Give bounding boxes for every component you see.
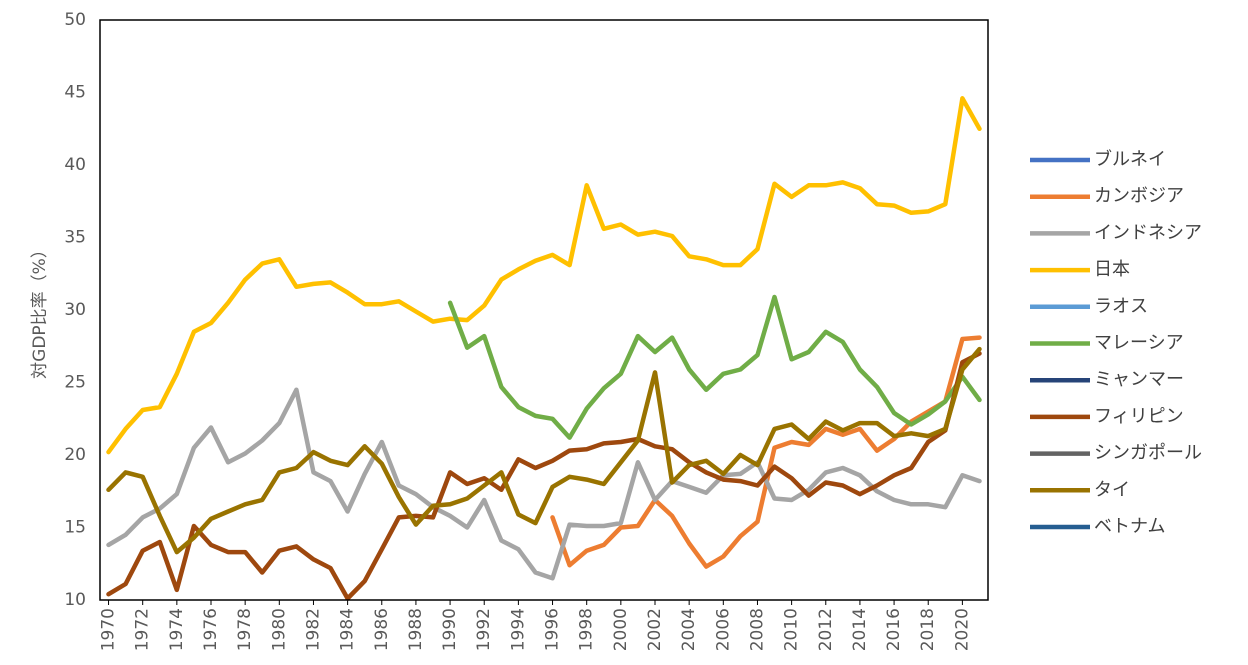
x-tick-label: 1998: [577, 608, 597, 651]
x-tick-label: 1986: [372, 608, 392, 651]
x-tick-label: 1974: [167, 608, 187, 651]
line-series: [106, 387, 982, 581]
x-tick-label: 2012: [816, 608, 836, 651]
x-tick-label: 1976: [201, 608, 221, 651]
y-tick-label: 40: [64, 155, 86, 175]
x-tick-label: 2016: [884, 608, 904, 651]
line-series: [447, 294, 982, 440]
y-axis-label: 対GDP比率（%）: [30, 241, 50, 379]
x-tick-label: 2004: [679, 608, 699, 651]
legend-label: インドネシア: [1094, 222, 1202, 243]
legend-label: カンボジア: [1094, 186, 1184, 207]
x-tick-label: 1982: [303, 608, 323, 651]
legend-label: マレーシア: [1094, 333, 1184, 354]
legend-label: フィリピン: [1094, 406, 1184, 427]
legend-label: ミャンマー: [1094, 369, 1184, 390]
y-tick-label: 50: [64, 10, 86, 30]
x-tick-label: 2000: [611, 608, 631, 651]
x-tick-label: 2014: [850, 608, 870, 651]
x-tick-label: 2010: [782, 608, 802, 651]
y-tick-label: 30: [64, 300, 86, 320]
x-tick-label: 1980: [269, 608, 289, 651]
x-tick-label: 2018: [918, 608, 938, 651]
legend-label: ラオス: [1094, 296, 1148, 317]
x-tick-label: 1996: [543, 608, 563, 651]
x-tick-label: 2006: [713, 608, 733, 651]
y-tick-label: 10: [64, 590, 86, 610]
y-tick-label: 25: [64, 373, 86, 393]
y-tick-label: 35: [64, 228, 86, 248]
line-series: [106, 346, 982, 555]
y-tick-label: 20: [64, 445, 86, 465]
legend-label: 日本: [1094, 259, 1130, 280]
x-tick-label: 2008: [747, 608, 767, 651]
x-tick-label: 1972: [133, 608, 153, 651]
legend-label: タイ: [1094, 479, 1130, 500]
y-tick-label: 45: [64, 83, 86, 103]
x-tick-label: 1988: [406, 608, 426, 651]
legend-label: ベトナム: [1094, 516, 1165, 537]
x-tick-label: 1970: [99, 608, 119, 651]
line-series: [106, 96, 982, 455]
legend-label: ブルネイ: [1094, 148, 1166, 170]
x-tick-label: 1978: [235, 608, 255, 651]
x-tick-label: 2002: [645, 608, 665, 651]
x-tick-label: 1984: [338, 608, 358, 651]
x-tick-label: 2020: [952, 608, 972, 651]
x-tick-label: 1990: [440, 608, 460, 651]
x-tick-label: 1994: [508, 608, 528, 651]
x-tick-label: 1992: [474, 608, 494, 651]
line-series: [106, 351, 982, 601]
plot-frame: [99, 19, 989, 601]
y-tick-label: 15: [64, 518, 86, 538]
legend-label: シンガポール: [1094, 443, 1202, 464]
